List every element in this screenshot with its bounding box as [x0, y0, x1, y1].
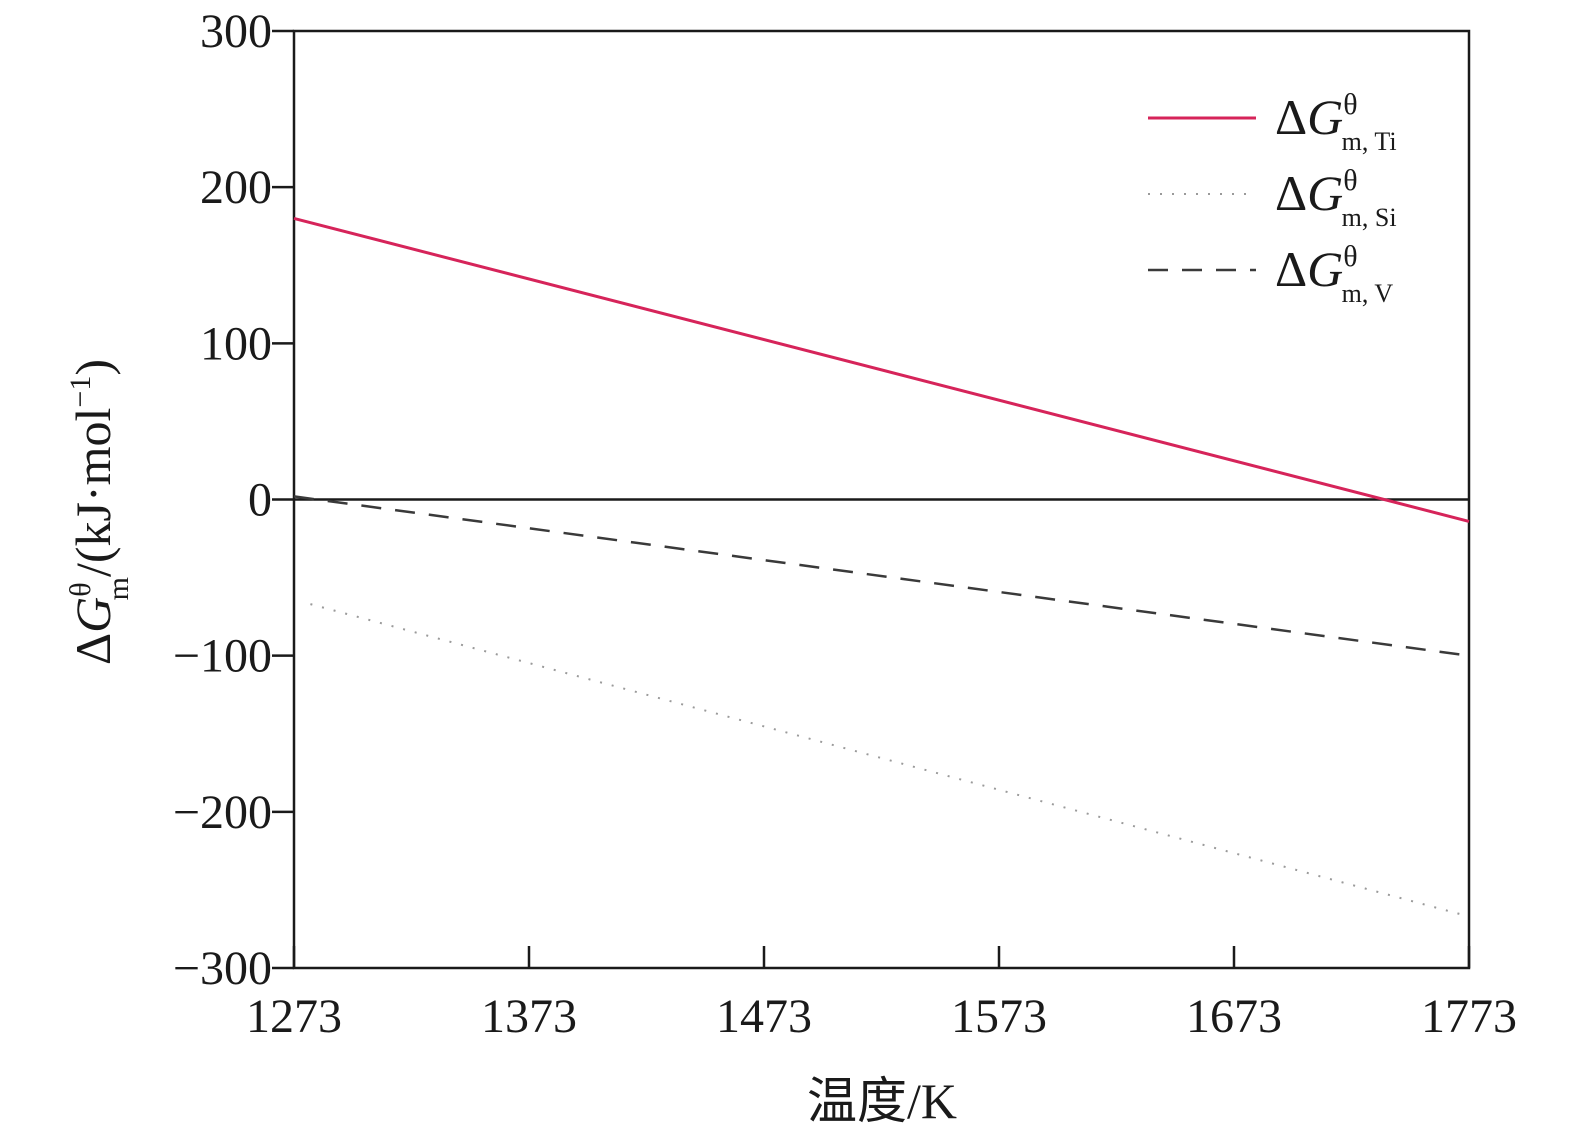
- legend: ΔGθ m, Ti ΔGθ m, Si ΔGθ m, V: [1148, 88, 1397, 308]
- x-tick-label: 1473: [716, 990, 812, 1043]
- x-axis-label: 温度/K: [807, 1073, 957, 1129]
- y-axis-ticks: 300 200 100 0 −100 −200 −300: [173, 5, 294, 995]
- x-axis-ticks: 1273 1373 1473 1573 1673 1773: [246, 946, 1517, 1043]
- y-label-unit-close: ): [65, 359, 121, 376]
- series-layer: [293, 216, 1470, 918]
- y-label-symbol: G: [65, 597, 121, 633]
- x-tick-label: 1773: [1421, 990, 1517, 1043]
- x-tick-label: 1273: [246, 990, 342, 1043]
- series-line-2: [310, 603, 1470, 918]
- y-tick-label: −300: [173, 942, 272, 995]
- y-label-unit: /(kJ·mol: [65, 408, 121, 577]
- x-tick-label: 1573: [951, 990, 1047, 1043]
- legend-label-2: ΔGθ m, Si: [1275, 164, 1397, 232]
- y-tick-label: 200: [200, 161, 272, 214]
- y-tick-label: 300: [200, 5, 272, 58]
- legend-label-3: ΔGθ m, V: [1275, 240, 1393, 308]
- series-line-3: [293, 495, 1470, 657]
- y-tick-label: −100: [173, 630, 272, 683]
- y-axis-label: ΔGθ m/(kJ·mol−1): [64, 359, 135, 665]
- y-tick-label: 100: [200, 317, 272, 370]
- y-tick-label: 0: [248, 474, 272, 527]
- series-line-1: [293, 216, 1470, 523]
- y-label-unit-exponent: −1: [64, 376, 97, 408]
- y-label-delta: Δ: [65, 633, 121, 665]
- legend-label-1: ΔGθ m, Ti: [1275, 88, 1397, 156]
- x-tick-label: 1373: [481, 990, 577, 1043]
- y-label-superscript: θ: [64, 582, 97, 596]
- y-label-subscript: m: [102, 577, 135, 600]
- x-tick-label: 1673: [1186, 990, 1282, 1043]
- y-tick-label: −200: [173, 786, 272, 839]
